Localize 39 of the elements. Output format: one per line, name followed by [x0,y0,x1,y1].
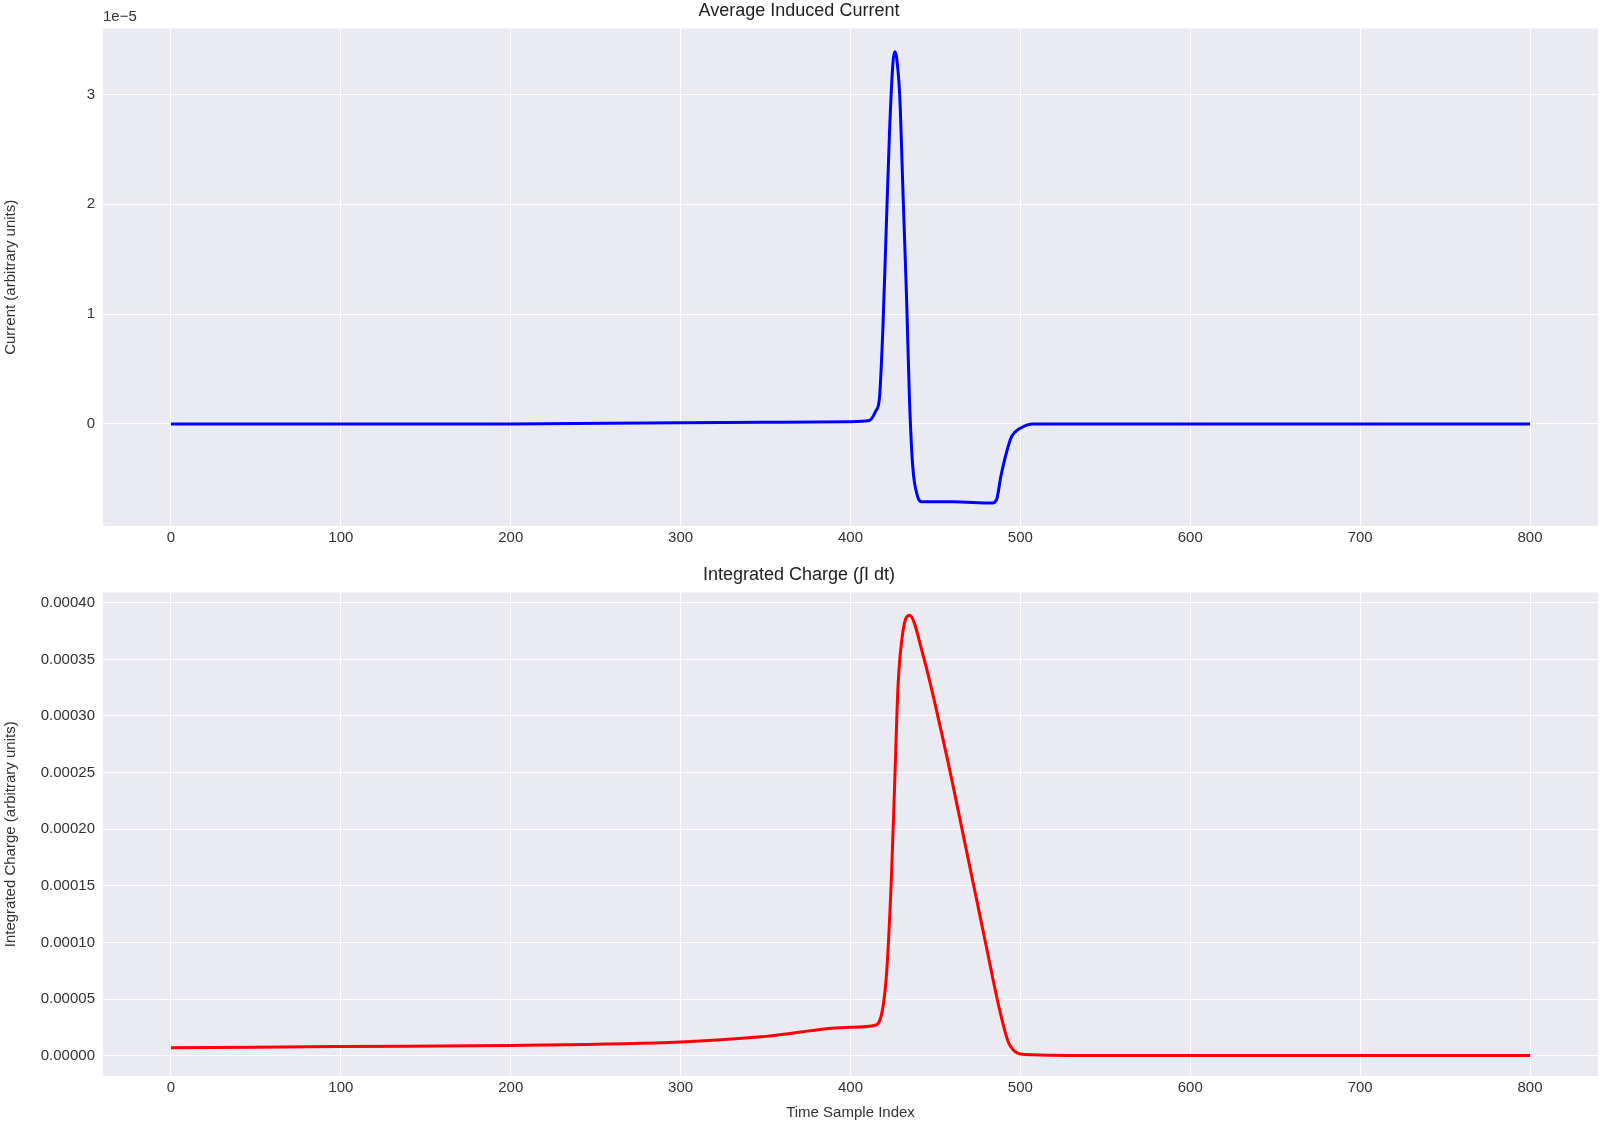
x-tick-label: 800 [1517,528,1543,546]
x-tick-label: 300 [668,528,694,546]
x-tick-label: 0 [166,528,176,546]
y-tick-label: 2 [86,194,95,212]
x-axis-title: Time Sample Index [786,1103,916,1121]
y-tick-label: 0.00020 [40,819,95,837]
x-tick-label: 600 [1177,528,1203,546]
y-tick-label: 0.00030 [40,706,95,724]
y-axis-title: Integrated Charge (arbitrary units) [1,721,19,948]
y-tick-label: 3 [86,84,95,102]
y-axis-title: Current (arbitrary units) [1,199,19,355]
text: 1e−5 [103,7,137,25]
chart-title: Average Induced Current [698,0,900,20]
y-tick-label: 0.00015 [40,875,95,893]
y-tick-label: 0.00010 [40,932,95,950]
x-tick-label: 100 [328,1078,354,1096]
y-tick-label: 0 [86,414,95,432]
y-tick-label: 1 [86,304,95,322]
x-tick-label: 0 [166,1078,176,1096]
x-tick-label: 100 [328,528,354,546]
y-tick-label: 0.00025 [40,762,95,780]
chart-title: Integrated Charge (∫I dt) [702,563,896,584]
x-tick-label: 700 [1347,528,1373,546]
y-tick-label: 0.00040 [40,592,95,610]
x-tick-label: 400 [837,528,864,546]
x-tick-label: 600 [1177,1078,1203,1096]
x-tick-label: 200 [498,1078,524,1096]
x-tick-label: 300 [668,1078,694,1096]
x-tick-label: 400 [837,1078,864,1096]
line-series [169,613,1532,1058]
y-tick-label: 0.00000 [40,1045,95,1063]
line-series [169,50,1532,505]
x-tick-label: 500 [1007,1078,1033,1096]
y-tick-label: 0.00005 [40,989,95,1007]
x-tick-label: 200 [498,528,524,546]
x-tick-label: 500 [1007,528,1033,546]
x-tick-label: 800 [1517,1078,1543,1096]
y-tick-label: 0.00035 [40,649,95,667]
x-tick-label: 700 [1347,1078,1373,1096]
